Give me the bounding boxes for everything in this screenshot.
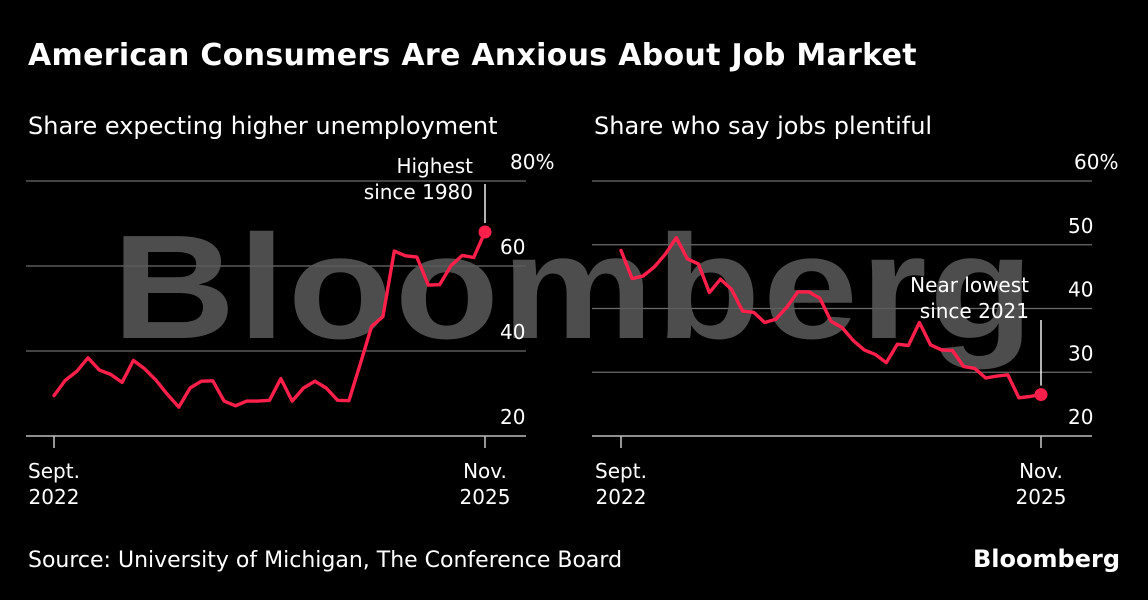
left-x-tick-label: 2022 [29,485,80,509]
left-chart-title: Share expecting higher unemployment [28,112,498,140]
source-note: Source: University of Michigan, The Conf… [28,548,623,573]
grid-layer [26,180,1092,448]
left-series-line [52,230,487,409]
right-annotation-text: Near lowest [910,273,1029,297]
right-annotation-text: since 2021 [920,299,1029,323]
right-y-tick-label: 20 [1068,405,1093,429]
right-x-tick-label: 2025 [1016,485,1067,509]
left-y-tick-label: 40 [500,320,525,344]
right-y-tick-label: 40 [1068,278,1093,302]
page-title: American Consumers Are Anxious About Job… [28,38,917,73]
right-y-tick-label: 50 [1068,214,1093,238]
left-x-tick-label: 2025 [460,485,511,509]
right-y-tick-label: 60% [1074,150,1118,174]
left-annotation-text: Highest [396,154,473,178]
right-y-tick-label: 30 [1068,341,1093,365]
right-x-tick-label: 2022 [596,485,647,509]
bloomberg-logo: Bloomberg [973,545,1120,573]
left-annotation-text: since 1980 [364,180,473,204]
right-series-line [619,235,1043,400]
right-chart-title: Share who say jobs plentiful [594,112,933,140]
left-x-tick-label: Nov. [463,459,507,483]
bloomberg-watermark: Bloomberg [112,205,1036,370]
right-x-tick-label: Nov. [1019,459,1063,483]
left-y-tick-label: 60 [500,235,525,259]
left-y-tick-label: 20 [500,405,525,429]
left-x-tick-label: Sept. [28,459,80,483]
left-y-tick-label: 80% [510,150,554,174]
left-highlight-point [478,225,492,239]
right-highlight-point [1034,388,1048,402]
right-x-tick-label: Sept. [595,459,647,483]
